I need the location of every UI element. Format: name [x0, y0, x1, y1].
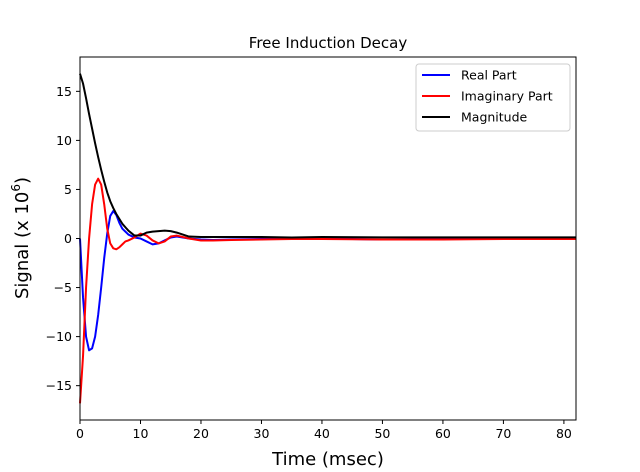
x-tick-label: 50	[374, 426, 390, 441]
y-axis-label: Signal (x 106)	[9, 177, 33, 299]
series-layer	[79, 73, 576, 404]
y-tick-label: −5	[54, 280, 72, 295]
x-tick-label: 10	[133, 426, 149, 441]
y-tick-label: 5	[64, 182, 72, 197]
x-axis: 0 10 20 30 40 50 60 70 80	[76, 420, 572, 441]
x-tick-label: 0	[76, 426, 84, 441]
x-tick-label: 20	[193, 426, 209, 441]
x-tick-label: 60	[435, 426, 451, 441]
chart-title: Free Induction Decay	[249, 34, 408, 52]
x-axis-label: Time (msec)	[271, 449, 384, 470]
legend-box	[415, 63, 571, 132]
y-tick-label: 15	[56, 84, 72, 99]
legend-label-imaginary: Imaginary Part	[461, 89, 553, 104]
x-tick-label: 30	[254, 426, 270, 441]
y-tick-label: −15	[46, 378, 72, 393]
legend-label-magnitude: Magnitude	[461, 110, 528, 125]
y-axis-label-close: )	[12, 177, 33, 184]
y-tick-label: −10	[46, 329, 72, 344]
x-tick-label: 40	[314, 426, 330, 441]
y-axis-label-main: Signal (x 10	[12, 192, 33, 299]
y-axis: −15 −10 −5 0 5 10 15	[46, 84, 80, 393]
y-tick-label: 0	[64, 231, 72, 246]
x-tick-label: 80	[556, 426, 572, 441]
legend: Real Part Imaginary Part Magnitude	[415, 63, 571, 132]
legend-label-real: Real Part	[461, 68, 517, 83]
series-magnitude-line	[79, 73, 576, 239]
x-tick-label: 70	[495, 426, 511, 441]
y-axis-label-exponent: 6	[9, 184, 23, 192]
y-tick-label: 10	[56, 133, 72, 148]
